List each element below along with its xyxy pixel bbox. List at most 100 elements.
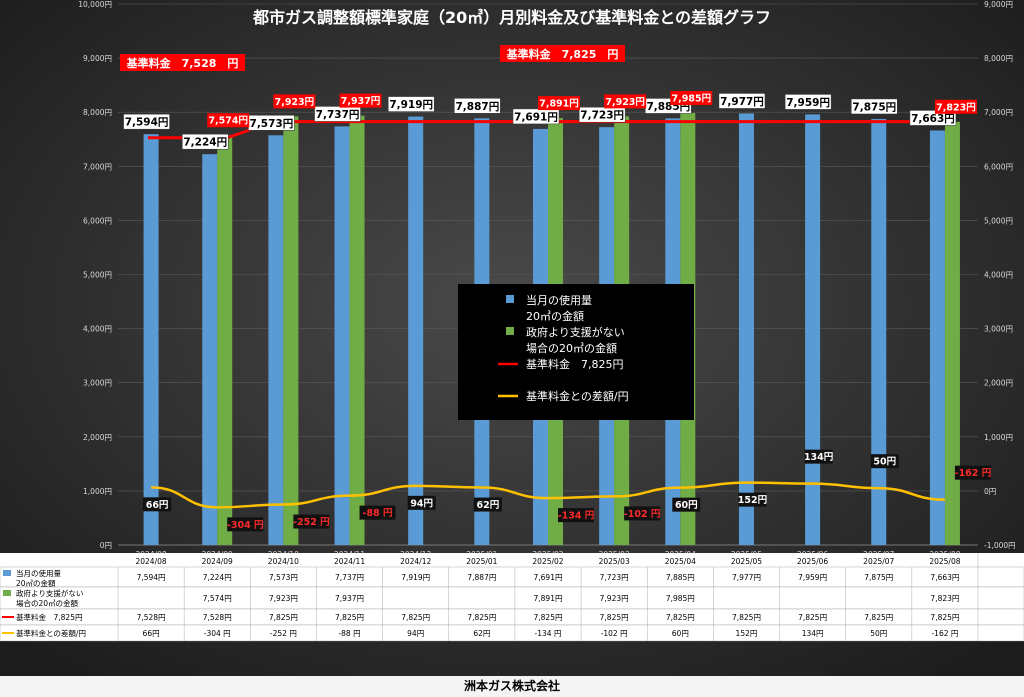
no-subsidy-value-box	[604, 94, 647, 109]
diff-value-label: 62円	[476, 500, 499, 511]
right-axis-tick: 5,000円	[984, 216, 1013, 225]
diff-value-box	[143, 497, 172, 512]
table-header-cell: 2025/07	[863, 557, 894, 566]
table-cell: 7,594円	[137, 573, 166, 582]
legend-label: 20㎥の金額	[526, 309, 584, 323]
table-header	[0, 553, 1024, 567]
table-cell: 7,923円	[600, 594, 629, 603]
table-row-label: 基準料金 7,825円	[16, 612, 82, 622]
table-cell: 60円	[672, 629, 689, 638]
left-axis-tick: 3,000円	[83, 379, 112, 388]
table-cell: 7,977円	[732, 573, 761, 582]
base-price-label-box	[120, 54, 245, 71]
diff-value-box	[407, 495, 436, 510]
table-header-cell: 2025/04	[665, 557, 696, 566]
table-header-cell: 2024/10	[268, 557, 299, 566]
table-legend-swatch	[3, 570, 11, 576]
bar-usage	[143, 134, 159, 545]
diff-value-box	[870, 454, 899, 469]
left-axis-tick: 0円	[100, 541, 112, 550]
table-cell: 7,875円	[864, 573, 893, 582]
table-header-cell: 2024/08	[135, 557, 166, 566]
legend-label: 政府より支援がない	[526, 325, 625, 339]
usage-value-box	[314, 106, 361, 122]
no-subsidy-value-box	[934, 99, 977, 114]
diff-value-label: 66円	[146, 500, 169, 511]
table-header-cell: 2024/11	[334, 557, 365, 566]
no-subsidy-value-label: 7,891円	[539, 99, 579, 110]
usage-value-box	[851, 98, 898, 115]
table-cell: 7,823円	[930, 594, 959, 603]
bar-no-subsidy	[283, 116, 299, 546]
legend-label: 基準料金 7,825円	[526, 357, 624, 371]
table-cell: 7,919円	[401, 573, 430, 582]
legend-swatch	[506, 327, 514, 335]
table-header-cell: 2025/06	[797, 557, 828, 566]
usage-value-box	[784, 94, 832, 110]
no-subsidy-value-box	[538, 96, 580, 111]
table-cell: 7,825円	[732, 613, 761, 622]
usage-value-box	[181, 133, 229, 150]
usage-value-label: 7,663円	[911, 113, 955, 125]
table-cell: 7,723円	[600, 573, 629, 582]
diff-value-label: -88 円	[363, 508, 393, 519]
right-axis-tick: 9,000円	[984, 0, 1013, 9]
table-row-label: 当月の使用量	[16, 568, 61, 578]
usage-value-label: 7,959円	[786, 97, 830, 109]
diff-value-box	[672, 497, 701, 512]
table-cell: -134 円	[535, 629, 562, 638]
diff-value-label: 152円	[738, 495, 767, 506]
table-cell: 7,825円	[401, 613, 430, 622]
table-cell: 7,985円	[666, 594, 695, 603]
bar-usage	[334, 126, 350, 546]
diff-value-box	[293, 514, 330, 529]
table-cell: -252 円	[270, 629, 297, 638]
table-cell: -88 円	[338, 629, 360, 638]
no-subsidy-value-box	[670, 91, 713, 106]
diff-value-label: 94円	[410, 498, 433, 509]
bar-usage	[805, 114, 821, 546]
right-axis-tick: 4,000円	[984, 271, 1013, 280]
usage-value-box	[718, 93, 766, 109]
table-cell: 94円	[407, 629, 424, 638]
table-cell: 7,825円	[534, 613, 563, 622]
bar-no-subsidy	[944, 121, 960, 546]
right-axis-tick: 8,000円	[984, 54, 1013, 63]
table-cell: 7,663円	[930, 573, 959, 582]
diff-value-box	[558, 508, 594, 523]
left-axis-tick: 1,000円	[83, 487, 112, 496]
table-header-cell: 2025/03	[599, 557, 630, 566]
left-axis-tick: 7,000円	[83, 162, 112, 171]
right-axis-tick: 3,000円	[984, 325, 1013, 334]
usage-value-label: 7,737円	[316, 109, 360, 121]
right-axis-tick: 0円	[984, 487, 996, 496]
diff-value-label: -102 円	[624, 509, 661, 520]
diff-value-box	[804, 449, 833, 464]
no-subsidy-value-label: 7,574円	[208, 116, 248, 127]
table-cell: 7,937円	[335, 594, 364, 603]
legend-box	[458, 284, 694, 420]
no-subsidy-value-label: 7,923円	[605, 97, 645, 108]
diff-line	[151, 481, 945, 509]
legend-label: 当月の使用量	[526, 293, 592, 307]
chart-svg: 都市ガス調整額標準家庭（20㎥）月別料金及び基準料金との差額グラフ 0円 1,00…	[0, 0, 1024, 676]
table-row-label: 場合の20㎥の金額	[16, 598, 79, 608]
usage-value-label: 7,887円	[455, 101, 499, 113]
diff-value-box	[227, 517, 264, 532]
bar-usage	[408, 116, 424, 546]
usage-value-box	[123, 113, 170, 130]
table-cell: 7,825円	[600, 613, 629, 622]
table-row-label: 基準料金との差額/円	[16, 628, 86, 638]
table-row	[0, 586, 1024, 610]
table-row-label: 20㎥の金額	[16, 578, 56, 588]
base-price-label: 基準料金 7,825 円	[506, 47, 619, 61]
usage-value-box	[512, 108, 560, 125]
table-cell: 7,825円	[930, 613, 959, 622]
right-axis-tick: -1,000円	[984, 541, 1016, 550]
bar-no-subsidy	[349, 115, 365, 545]
left-axis-tick: 10,000円	[78, 0, 112, 9]
bar-usage	[202, 154, 218, 546]
table-cell: 7,224円	[203, 573, 232, 582]
no-subsidy-value-box	[273, 94, 316, 109]
diff-value-label: 50円	[873, 457, 896, 468]
